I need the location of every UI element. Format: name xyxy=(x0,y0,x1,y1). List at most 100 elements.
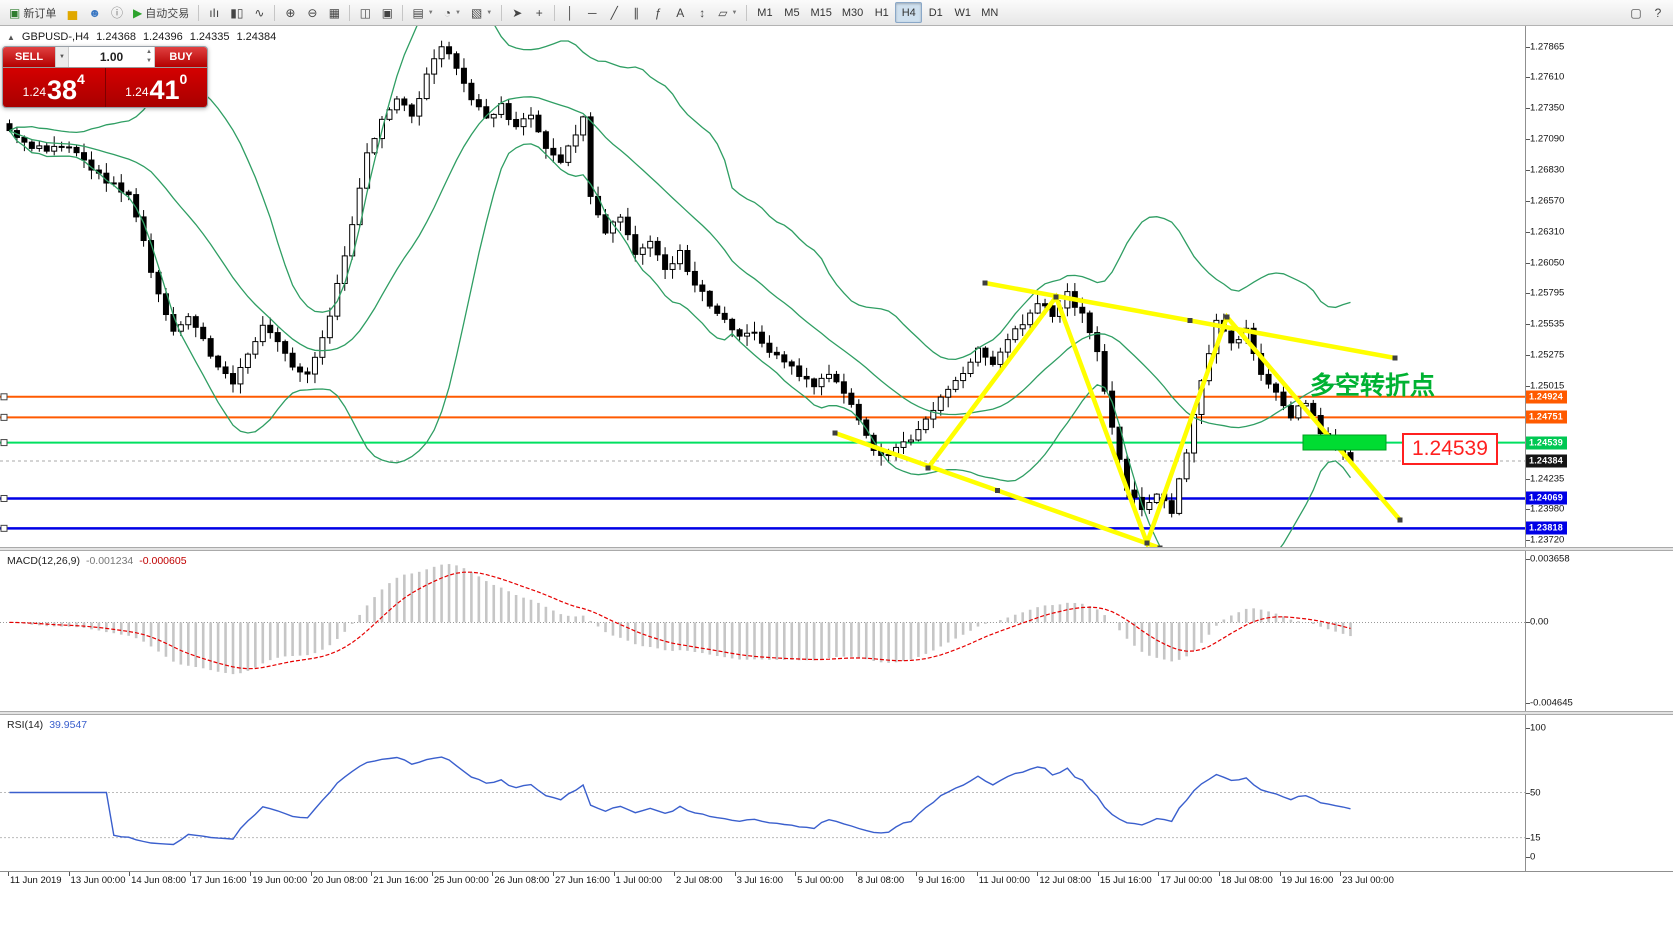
rsi-pane[interactable]: RSI(14) 39.9547 100 50 15 0 xyxy=(0,715,1673,871)
collapse-panel-icon[interactable]: ▲ xyxy=(7,32,15,42)
autotrading-button[interactable]: ▶ 自动交易 xyxy=(128,2,194,23)
market-info-button[interactable]: ⓘ xyxy=(106,2,128,23)
grid-icon: ▦ xyxy=(328,5,341,20)
price-axis[interactable]: 1.27865 1.27610 1.27350 1.27090 1.26830 1.265… xyxy=(1525,26,1673,547)
buy-price-pip: 0 xyxy=(179,71,188,87)
zoom-out-button[interactable]: ⊖ xyxy=(301,2,323,23)
timeframe-m15[interactable]: M15 xyxy=(810,6,832,19)
rsi-line xyxy=(9,756,1351,846)
trendline-handle[interactable] xyxy=(1144,540,1150,546)
profiles-button[interactable]: ◔ ▼ xyxy=(439,2,466,23)
trendline-handle[interactable] xyxy=(1157,545,1163,548)
time-tick xyxy=(1219,872,1220,876)
main-chart-pane[interactable]: ▲ GBPUSD-,H4 1.24368 1.24396 1.24335 1.2… xyxy=(0,26,1673,547)
buy-price[interactable]: 1.24 41 0 xyxy=(106,68,208,107)
trade-options-caret-icon[interactable]: ▼ xyxy=(55,47,69,67)
fibonacci-icon: ƒ xyxy=(654,5,662,20)
macd-canvas[interactable] xyxy=(0,551,1525,711)
cursor-button[interactable]: ➤ xyxy=(506,2,528,23)
arrows-button[interactable]: ↕ xyxy=(691,2,713,23)
candle xyxy=(505,103,512,120)
tile-windows-button[interactable]: ◫ xyxy=(354,2,376,23)
volume-up-icon[interactable]: ▲ xyxy=(146,49,152,55)
price-chart-canvas[interactable] xyxy=(0,26,1525,547)
channel-button[interactable]: ∥ xyxy=(625,2,647,23)
grid-button[interactable]: ▦ xyxy=(323,2,345,23)
axis-tick xyxy=(1526,355,1530,357)
level-price-tag: 1.24069 xyxy=(1526,491,1567,505)
trendline-button[interactable]: ╱ xyxy=(603,2,625,23)
time-label: 13 Jun 00:00 xyxy=(70,875,126,886)
volume-input[interactable]: 1.00 ▲ ▼ xyxy=(69,47,155,67)
line-chart-button[interactable]: ∿ xyxy=(248,2,270,23)
trendline-handle[interactable] xyxy=(832,430,838,436)
trendline-handle[interactable] xyxy=(925,465,931,471)
pane-splitter[interactable] xyxy=(0,547,1673,551)
highlight-rectangle[interactable] xyxy=(1302,434,1387,451)
cascade-windows-button[interactable]: ▣ xyxy=(376,2,398,23)
line-handle[interactable] xyxy=(0,494,8,502)
new-order-button[interactable]: ▣ 新订单 xyxy=(4,2,61,23)
time-label: 5 Jul 00:00 xyxy=(797,875,844,886)
candle xyxy=(1258,352,1265,375)
text-button[interactable]: A xyxy=(669,2,691,23)
trendline-handle[interactable] xyxy=(1187,318,1193,323)
crosshair-button[interactable]: + xyxy=(528,2,550,23)
vertical-line-button[interactable]: │ xyxy=(559,2,581,23)
candle xyxy=(1168,500,1175,514)
timeframe-m30[interactable]: M30 xyxy=(841,6,864,19)
sell-price[interactable]: 1.24 38 4 xyxy=(3,68,105,107)
timeframe-h4[interactable]: H4 xyxy=(895,2,923,23)
rsi-canvas[interactable] xyxy=(0,715,1525,871)
timeframe-d1[interactable]: D1 xyxy=(928,6,943,19)
time-axis[interactable]: 11 Jun 2019 13 Jun 00:00 14 Jun 08:00 17 Ju… xyxy=(0,871,1673,891)
deposit-gold-button[interactable]: ▅ xyxy=(61,2,83,23)
timeframe-m5[interactable]: M5 xyxy=(784,6,800,19)
zoom-in-icon: ⊕ xyxy=(285,5,296,20)
pane-splitter[interactable] xyxy=(0,711,1673,715)
trendline-handle[interactable] xyxy=(1392,355,1398,361)
account-button[interactable]: ☻ xyxy=(83,2,106,23)
sell-button[interactable]: SELL xyxy=(3,47,55,67)
zoom-in-button[interactable]: ⊕ xyxy=(279,2,301,23)
macd-pane[interactable]: MACD(12,26,9) -0.001234 -0.000605 0.0036… xyxy=(0,551,1673,711)
candle xyxy=(922,418,929,431)
timeframe-h1[interactable]: H1 xyxy=(874,6,889,19)
axis-tick xyxy=(1526,324,1530,326)
window-layout-button[interactable]: ▢ xyxy=(1625,2,1647,23)
buy-button[interactable]: BUY xyxy=(155,47,207,67)
timeframe-w1[interactable]: W1 xyxy=(954,6,972,19)
timeframe-mn[interactable]: MN xyxy=(981,6,999,19)
axis-tick xyxy=(1526,792,1530,794)
bar-chart-button[interactable]: ıIı xyxy=(203,2,225,23)
line-handle[interactable] xyxy=(0,439,8,447)
help-button[interactable]: ? xyxy=(1647,2,1669,23)
time-label: 12 Jul 08:00 xyxy=(1039,875,1092,886)
candle xyxy=(185,316,192,326)
shapes-button[interactable]: ▱ ▼ xyxy=(713,2,742,23)
candle-chart-button[interactable]: ▮▯ xyxy=(225,2,248,23)
trendline-handle[interactable] xyxy=(995,488,1000,493)
trendline-handle[interactable] xyxy=(1397,517,1403,523)
line-handle[interactable] xyxy=(0,413,8,421)
trendline-handle[interactable] xyxy=(1053,294,1059,300)
trendline-handle[interactable] xyxy=(982,280,988,286)
legend-symbol: GBPUSD-,H4 xyxy=(21,31,90,43)
timeframe-m1[interactable]: M1 xyxy=(757,6,773,19)
autotrading-button-label: 自动交易 xyxy=(145,7,190,20)
fibonacci-button[interactable]: ƒ xyxy=(647,2,669,23)
templates-button[interactable]: ▧ ▼ xyxy=(466,2,497,23)
price-callout[interactable]: 1.24539 xyxy=(1402,433,1498,465)
new-chart-button[interactable]: ▤ ▼ xyxy=(407,2,438,23)
axis-price-label: 1.26830 xyxy=(1530,164,1565,176)
axis-tick xyxy=(1526,622,1530,624)
trendline-handle[interactable] xyxy=(1224,314,1230,320)
level-lines-group xyxy=(0,393,1525,532)
volume-down-icon[interactable]: ▼ xyxy=(146,58,152,64)
line-handle[interactable] xyxy=(0,393,8,401)
line-handle[interactable] xyxy=(0,524,8,532)
candle xyxy=(364,152,371,189)
horizontal-line-button[interactable]: ─ xyxy=(581,2,603,23)
toolbar-group-windows: ◫ ▣ xyxy=(354,0,398,25)
dropdown-caret-icon: ▼ xyxy=(731,9,738,16)
